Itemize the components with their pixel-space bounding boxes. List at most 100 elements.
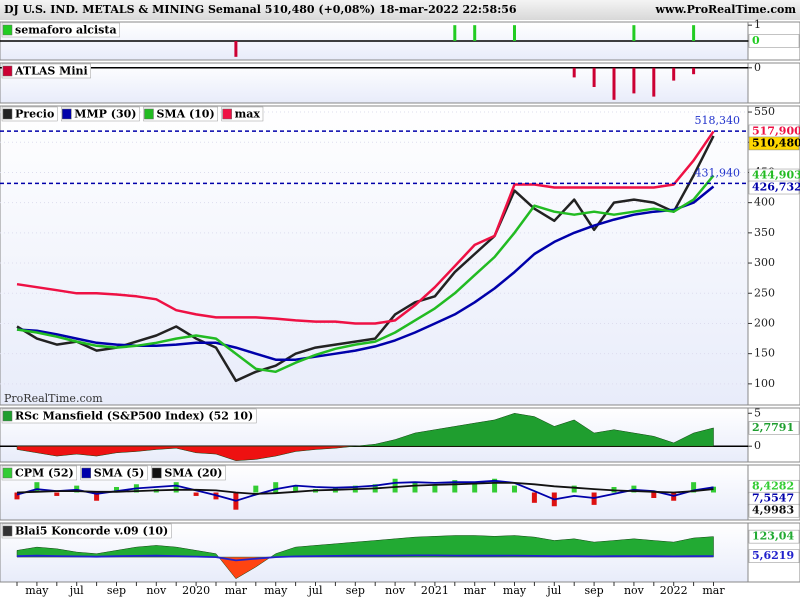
legend-icon (222, 108, 232, 120)
legend-icon (62, 108, 72, 120)
header-bar (0, 0, 800, 20)
x-tick-label: nov (624, 584, 645, 597)
bar (453, 25, 457, 41)
x-tick-label: may (25, 584, 49, 597)
legend-box (143, 106, 218, 122)
value-label: 2,7791 (752, 421, 794, 434)
bar (392, 478, 398, 493)
header-site[interactable]: www.ProRealTime.com (655, 3, 797, 16)
bar (672, 67, 676, 81)
legend-box (1, 106, 58, 122)
legend-box (1, 408, 257, 424)
value-label: 510,480 (752, 136, 800, 149)
legend-icon (2, 65, 13, 77)
legend-box (1, 22, 120, 38)
bar (632, 67, 636, 94)
panel-bg (0, 62, 749, 104)
value-label: 7,5547 (752, 492, 794, 505)
x-tick-label: mar (702, 584, 725, 597)
value-label: 0 (752, 34, 760, 47)
value-label: 517,900 (752, 124, 800, 137)
x-tick-label: may (503, 584, 527, 597)
y-tick-label: 350 (754, 226, 775, 239)
value-label: 123,04 (752, 530, 794, 543)
header-title: DJ U.S. IND. METALS & MINING Semanal 510… (4, 3, 517, 16)
legend-box (1, 523, 172, 539)
bar (14, 492, 20, 500)
legend-label: max (235, 108, 261, 121)
x-tick-label: mar (464, 584, 487, 597)
x-tick-label: sep (346, 584, 365, 597)
bar (193, 492, 199, 496)
y-tick-label: 1 (754, 18, 761, 31)
value-label: 4,9983 (752, 504, 794, 517)
x-tick-label: nov (146, 584, 167, 597)
legend-icon (81, 467, 91, 479)
legend-icon (2, 24, 13, 36)
legend-label: SMA (20) (164, 467, 222, 480)
legend-box (61, 106, 140, 122)
y-tick-label: 100 (754, 377, 775, 390)
value-label: 426,732 (752, 181, 800, 194)
bar (652, 67, 656, 97)
value-label: 444,903 (752, 169, 800, 182)
bar (432, 485, 438, 493)
axis-bg (747, 105, 800, 406)
legend-label: SMA (5) (94, 467, 145, 480)
bar (473, 25, 477, 41)
bar (531, 492, 537, 503)
legend-box (1, 465, 77, 481)
legend-box (221, 106, 264, 122)
line (16, 174, 715, 374)
x-tick-label: 2022 (660, 584, 688, 597)
bar (273, 482, 279, 493)
level-label: 518,340 (695, 114, 741, 127)
bar (691, 482, 697, 493)
bar (592, 67, 596, 87)
panel-bg (0, 105, 749, 406)
legend-icon (2, 108, 13, 120)
legend-label: Precio (15, 108, 54, 121)
value-tag (748, 529, 800, 544)
bar (293, 485, 299, 493)
area (16, 557, 714, 580)
y-tick-label: 150 (754, 347, 775, 360)
bar (34, 482, 40, 493)
bar (612, 67, 616, 100)
area (16, 535, 714, 558)
bar (632, 25, 636, 41)
value-tag (748, 503, 800, 518)
x-axis-strip (0, 582, 748, 600)
axis-bg (747, 407, 800, 463)
legend-icon (2, 467, 13, 479)
bar (512, 485, 517, 493)
x-tick-label: sep (584, 584, 603, 597)
x-tick-label: mar (225, 584, 248, 597)
x-tick-label: jul (545, 584, 561, 597)
legend-label: CPM (52) (15, 467, 74, 480)
y-tick-label: 5 (754, 406, 761, 419)
x-tick-label: jul (68, 584, 84, 597)
legend-box (151, 465, 226, 481)
bar (173, 482, 179, 493)
bar (692, 25, 696, 41)
x-tick-label: 2021 (421, 584, 449, 597)
legend-icon (152, 467, 162, 479)
legend-label: ATLAS Mini (14, 65, 88, 78)
legend-icon (144, 108, 154, 120)
legend-label: SMA (10) (156, 108, 214, 121)
value-tag (748, 136, 800, 151)
bar (94, 492, 100, 501)
y-tick-label: 200 (754, 316, 775, 329)
y-tick-label: 0 (754, 439, 761, 452)
legend-box (1, 63, 91, 79)
value-label: 5,6219 (752, 549, 794, 562)
bar (412, 482, 418, 493)
value-tag (748, 34, 800, 48)
area (16, 413, 714, 447)
bar (571, 485, 577, 493)
bar (452, 480, 458, 493)
bar (253, 485, 259, 493)
bar (234, 41, 238, 57)
